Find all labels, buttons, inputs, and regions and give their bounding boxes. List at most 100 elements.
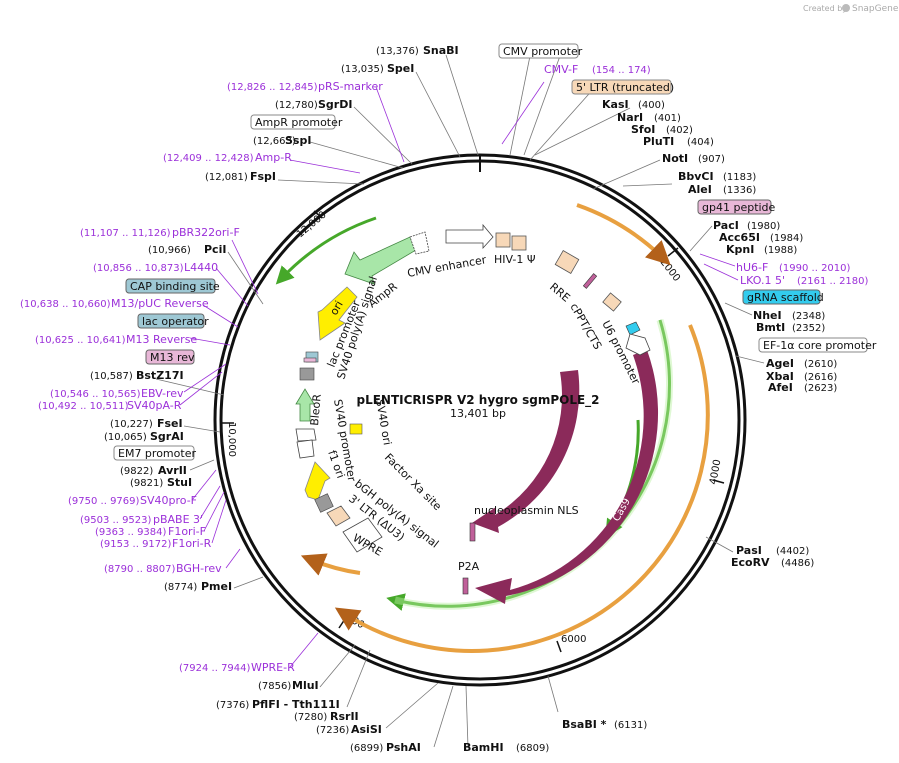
hiv-psi-box-2 xyxy=(511,235,527,251)
primer-name: L4440 xyxy=(184,261,218,274)
enzyme-name: FspI xyxy=(250,170,276,183)
gp41-label: gp41 peptide xyxy=(702,201,776,214)
enzyme-pos: (9822) xyxy=(120,466,153,477)
bleor-arrow xyxy=(295,388,315,422)
primer-name: CMV-F xyxy=(544,63,578,76)
em7-promoter-label: EM7 promoter xyxy=(118,447,196,460)
enzyme-name: AfeI xyxy=(768,381,793,394)
enzyme-name: FseI xyxy=(157,417,183,430)
enzyme-name: SfoI xyxy=(631,123,655,136)
enzyme-pos: (10,065) xyxy=(104,432,147,443)
cppt-box xyxy=(602,292,622,312)
cas9-arrow-inner xyxy=(472,370,580,533)
hiv-psi-box-1 xyxy=(495,232,511,248)
primer-pos: (10,492 .. 10,511) xyxy=(38,401,129,412)
sv40-promoter-arrow xyxy=(296,439,315,459)
enzyme-pos: (9821) xyxy=(130,478,163,489)
enzyme-pos: (10,587) xyxy=(90,371,133,382)
sv40-polya-box xyxy=(299,367,315,381)
enzyme-name: PciI xyxy=(204,243,226,256)
cas9-arrow-outer xyxy=(475,350,659,604)
enzyme-name: PasI xyxy=(736,544,762,557)
ltr5-box xyxy=(571,79,672,95)
enzyme-pos: (1984) xyxy=(770,233,803,244)
enzyme-pos: (2352) xyxy=(792,323,825,334)
cmv-enhancer-arrow xyxy=(445,223,494,250)
primer-name: LKO.1 5' xyxy=(740,274,785,287)
enzyme-pos: (6899) xyxy=(350,743,383,754)
ruler-label: 2000 xyxy=(658,257,682,284)
primer-name: SV40pro-F xyxy=(140,494,197,507)
bgh-box xyxy=(314,493,334,513)
nls-label: nucleoplasmin NLS xyxy=(474,504,579,517)
credit-prefix: Created by xyxy=(803,4,847,13)
enzyme-pos: (10,966) xyxy=(148,245,191,256)
enzyme-name: SnaBI xyxy=(423,44,459,57)
ltr3-box xyxy=(326,505,351,527)
cppt-label: cPPT/CTS xyxy=(567,301,604,352)
enzyme-pos: (402) xyxy=(666,125,693,136)
enzyme-name: BbvCI xyxy=(678,170,714,183)
cmv-promoter-label: CMV promoter xyxy=(503,45,583,58)
ltr5-label: 5' LTR (truncated) xyxy=(576,81,674,94)
primer-pos: (10,856 .. 10,873) xyxy=(93,263,184,274)
ampr-promoter-label: AmpR promoter xyxy=(255,116,343,129)
gp41-box xyxy=(697,199,772,215)
primer-name: M13/pUC Reverse xyxy=(111,297,209,310)
enzyme-name: AleI xyxy=(688,183,712,196)
primer-pos: (9750 .. 9769) xyxy=(68,496,140,507)
lac-operator-box xyxy=(137,313,205,329)
primer-pos: (1990 .. 2010) xyxy=(779,263,851,274)
primer-name: pBABE 3' xyxy=(153,513,203,526)
primer-name: WPRE-R xyxy=(251,661,295,674)
enzyme-pos: (13,376) xyxy=(376,46,419,57)
primer-leads xyxy=(179,81,739,668)
leader-lines xyxy=(155,54,765,748)
enzyme-name: KasI xyxy=(602,98,629,111)
sv40-ori-box xyxy=(349,423,363,435)
primer-name: M13 Reverse xyxy=(126,333,197,346)
enzyme-name: AvrII xyxy=(158,464,187,477)
primer-pos: (10,638 .. 10,660) xyxy=(20,299,111,310)
p2a-label: P2A xyxy=(458,560,480,573)
em7-arrow xyxy=(295,428,317,442)
enzyme-pos: (12,780) xyxy=(275,100,318,111)
enzyme-name: MluI xyxy=(292,679,319,692)
primer-name: pRS-marker xyxy=(318,80,383,93)
primer-name: hU6-F xyxy=(736,261,768,274)
primer-name: pBR322ori-F xyxy=(172,226,240,239)
enzyme-name: PflFI - Tth111I xyxy=(252,698,340,711)
ampr-arrow xyxy=(344,236,417,285)
enzyme-pos: (1988) xyxy=(764,245,797,256)
rre-label: RRE xyxy=(547,280,572,304)
ruler-label: 6000 xyxy=(561,634,586,645)
enzyme-name: PshAI xyxy=(386,741,421,754)
primer-pos: (2161 .. 2180) xyxy=(797,276,869,287)
primer-pos: (9503 .. 9523) xyxy=(80,515,152,526)
enzyme-name: SpeI xyxy=(387,62,414,75)
enzyme-name: StuI xyxy=(167,476,192,489)
enzyme-pos: (404) xyxy=(687,137,714,148)
primer-pos: (8790 .. 8807) xyxy=(104,564,176,575)
snapgene-logo-icon xyxy=(842,4,850,12)
bleor-label: BleoR xyxy=(308,393,324,426)
enzyme-name: XbaI xyxy=(766,370,794,383)
enzyme-pos: (10,227) xyxy=(110,419,153,430)
enzyme-name: NotI xyxy=(662,152,688,165)
primer-name: F1ori-F xyxy=(168,525,206,538)
ampr-promoter-box xyxy=(250,114,336,130)
primer-pos: (12,409 .. 12,428) xyxy=(163,153,254,164)
enzyme-pos: (2623) xyxy=(804,383,837,394)
enzyme-pos: (6131) xyxy=(614,720,647,731)
primer-name: EBV-rev xyxy=(141,387,184,400)
enzyme-name: PluTI xyxy=(643,135,674,148)
primer-pos: (10,546 .. 10,565) xyxy=(50,389,141,400)
enzyme-pos: (1183) xyxy=(723,172,756,183)
enzyme-pos: (1336) xyxy=(723,185,756,196)
cmv-enhancer-label: CMV enhancer xyxy=(406,253,487,280)
enzyme-name: NheI xyxy=(753,309,782,322)
ori-label: ori xyxy=(327,299,345,318)
nls-feature xyxy=(469,522,476,542)
enzyme-name: SgrAI xyxy=(150,430,184,443)
orange-arc-top xyxy=(576,203,671,266)
